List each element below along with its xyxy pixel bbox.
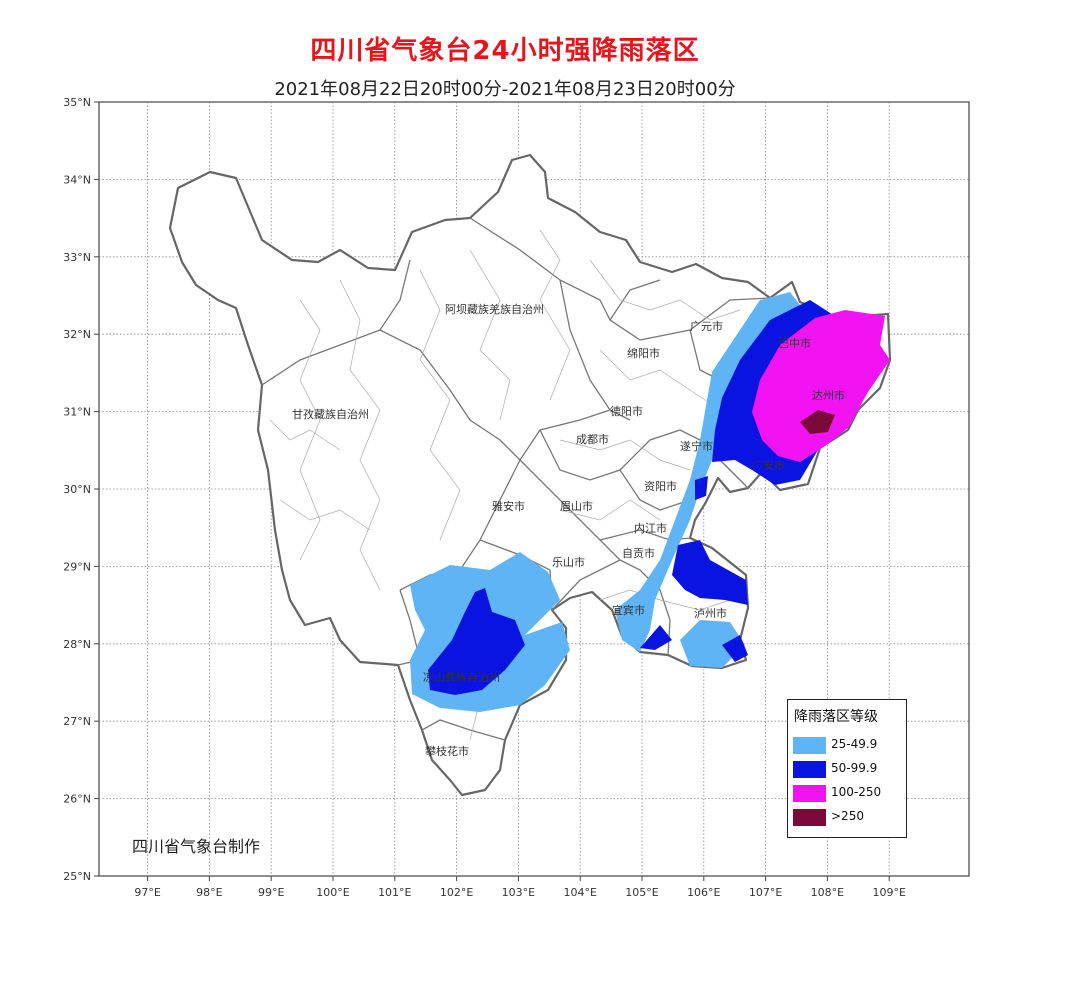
lon-tick-label: 108°E [811,886,844,899]
city-label-chengdu: 成都市 [576,432,609,446]
legend-label: 100-250 [831,785,882,799]
city-label-luzhou: 泸州市 [694,606,727,620]
city-labels: 阿坝藏族羌族自治州 甘孜藏族自治州 广元市 绵阳市 巴中市 达州市 德阳市 成都… [292,302,845,758]
lon-tick-label: 104°E [563,886,596,899]
legend-item: >250 [793,808,903,826]
lon-tick-label: 105°E [625,886,658,899]
legend-title: 降雨落区等级 [794,709,878,725]
rain-zone-100-250 [752,310,890,462]
lat-tick-label: 31°N [63,406,91,419]
lon-tick-label: 102°E [440,886,473,899]
lon-tick-label: 107°E [749,886,782,899]
city-label-bazhong: 巴中市 [778,336,811,350]
lon-tick-label: 99°E [258,886,284,899]
lat-tick-label: 30°N [63,483,91,496]
city-label-aba: 阿坝藏族羌族自治州 [445,302,544,316]
lon-tick-label: 100°E [316,886,349,899]
city-label-guangyuan: 广元市 [690,319,723,333]
legend-label: 25-49.9 [831,737,878,751]
lat-tick-label: 26°N [63,793,91,806]
city-label-deyang: 德阳市 [610,404,643,418]
city-label-zigong: 自贡市 [622,546,655,560]
city-label-leshan: 乐山市 [552,555,585,569]
legend-swatch [793,809,826,826]
lat-tick-label: 27°N [63,715,91,728]
lon-tick-label: 97°E [134,886,160,899]
city-label-yibin: 宜宾市 [612,603,645,617]
city-label-meishan: 眉山市 [560,499,593,513]
map-title: 四川省气象台24小时强降雨落区 [310,36,700,66]
legend-item: 50-99.9 [793,760,903,778]
city-label-dazhou: 达州市 [812,388,845,402]
legend-swatch [793,737,826,754]
lon-tick-label: 109°E [872,886,905,899]
legend-label: 50-99.9 [831,761,878,775]
lon-tick-label: 98°E [196,886,222,899]
city-label-mianyang: 绵阳市 [627,346,660,360]
map-subtitle: 2021年08月22日20时00分-2021年08月23日20时00分 [274,79,736,100]
city-label-ziyang: 资阳市 [644,479,677,493]
lat-tick-label: 28°N [63,638,91,651]
legend: 降雨落区等级 25-49.9 50-99.9 100-250 >250 [787,699,907,838]
lat-tick-label: 33°N [63,251,91,264]
city-label-guangan: 广安市 [752,458,785,472]
legend-swatch [793,761,826,778]
lat-tick-label: 29°N [63,560,91,573]
rain-zone-gt-250 [800,410,835,434]
city-label-neijiang: 内江市 [634,521,667,535]
lat-tick-label: 25°N [63,870,91,883]
lat-tick-label: 34°N [63,173,91,186]
lat-tick-label: 35°N [63,96,91,109]
city-label-ganzi: 甘孜藏族自治州 [292,407,369,421]
city-label-panzhihua: 攀枝花市 [425,744,469,758]
axis-ticks: 35°N 34°N 33°N 32°N 31°N 30°N 29°N 28°N 27°N 26°N… [63,96,906,899]
lon-tick-label: 101°E [378,886,411,899]
city-label-suining: 遂宁市 [680,439,713,453]
county-boundaries [269,229,741,741]
legend-swatch [793,785,826,802]
lon-tick-label: 103°E [502,886,535,899]
lat-tick-label: 32°N [63,328,91,341]
credit-text: 四川省气象台制作 [132,837,261,856]
legend-item: 25-49.9 [793,736,903,754]
city-label-liangshan: 凉山彝族自治州 [423,670,500,684]
city-label-yaan: 雅安市 [492,499,525,513]
lon-tick-label: 106°E [687,886,720,899]
legend-item: 100-250 [793,784,903,802]
legend-label: >250 [831,809,864,823]
